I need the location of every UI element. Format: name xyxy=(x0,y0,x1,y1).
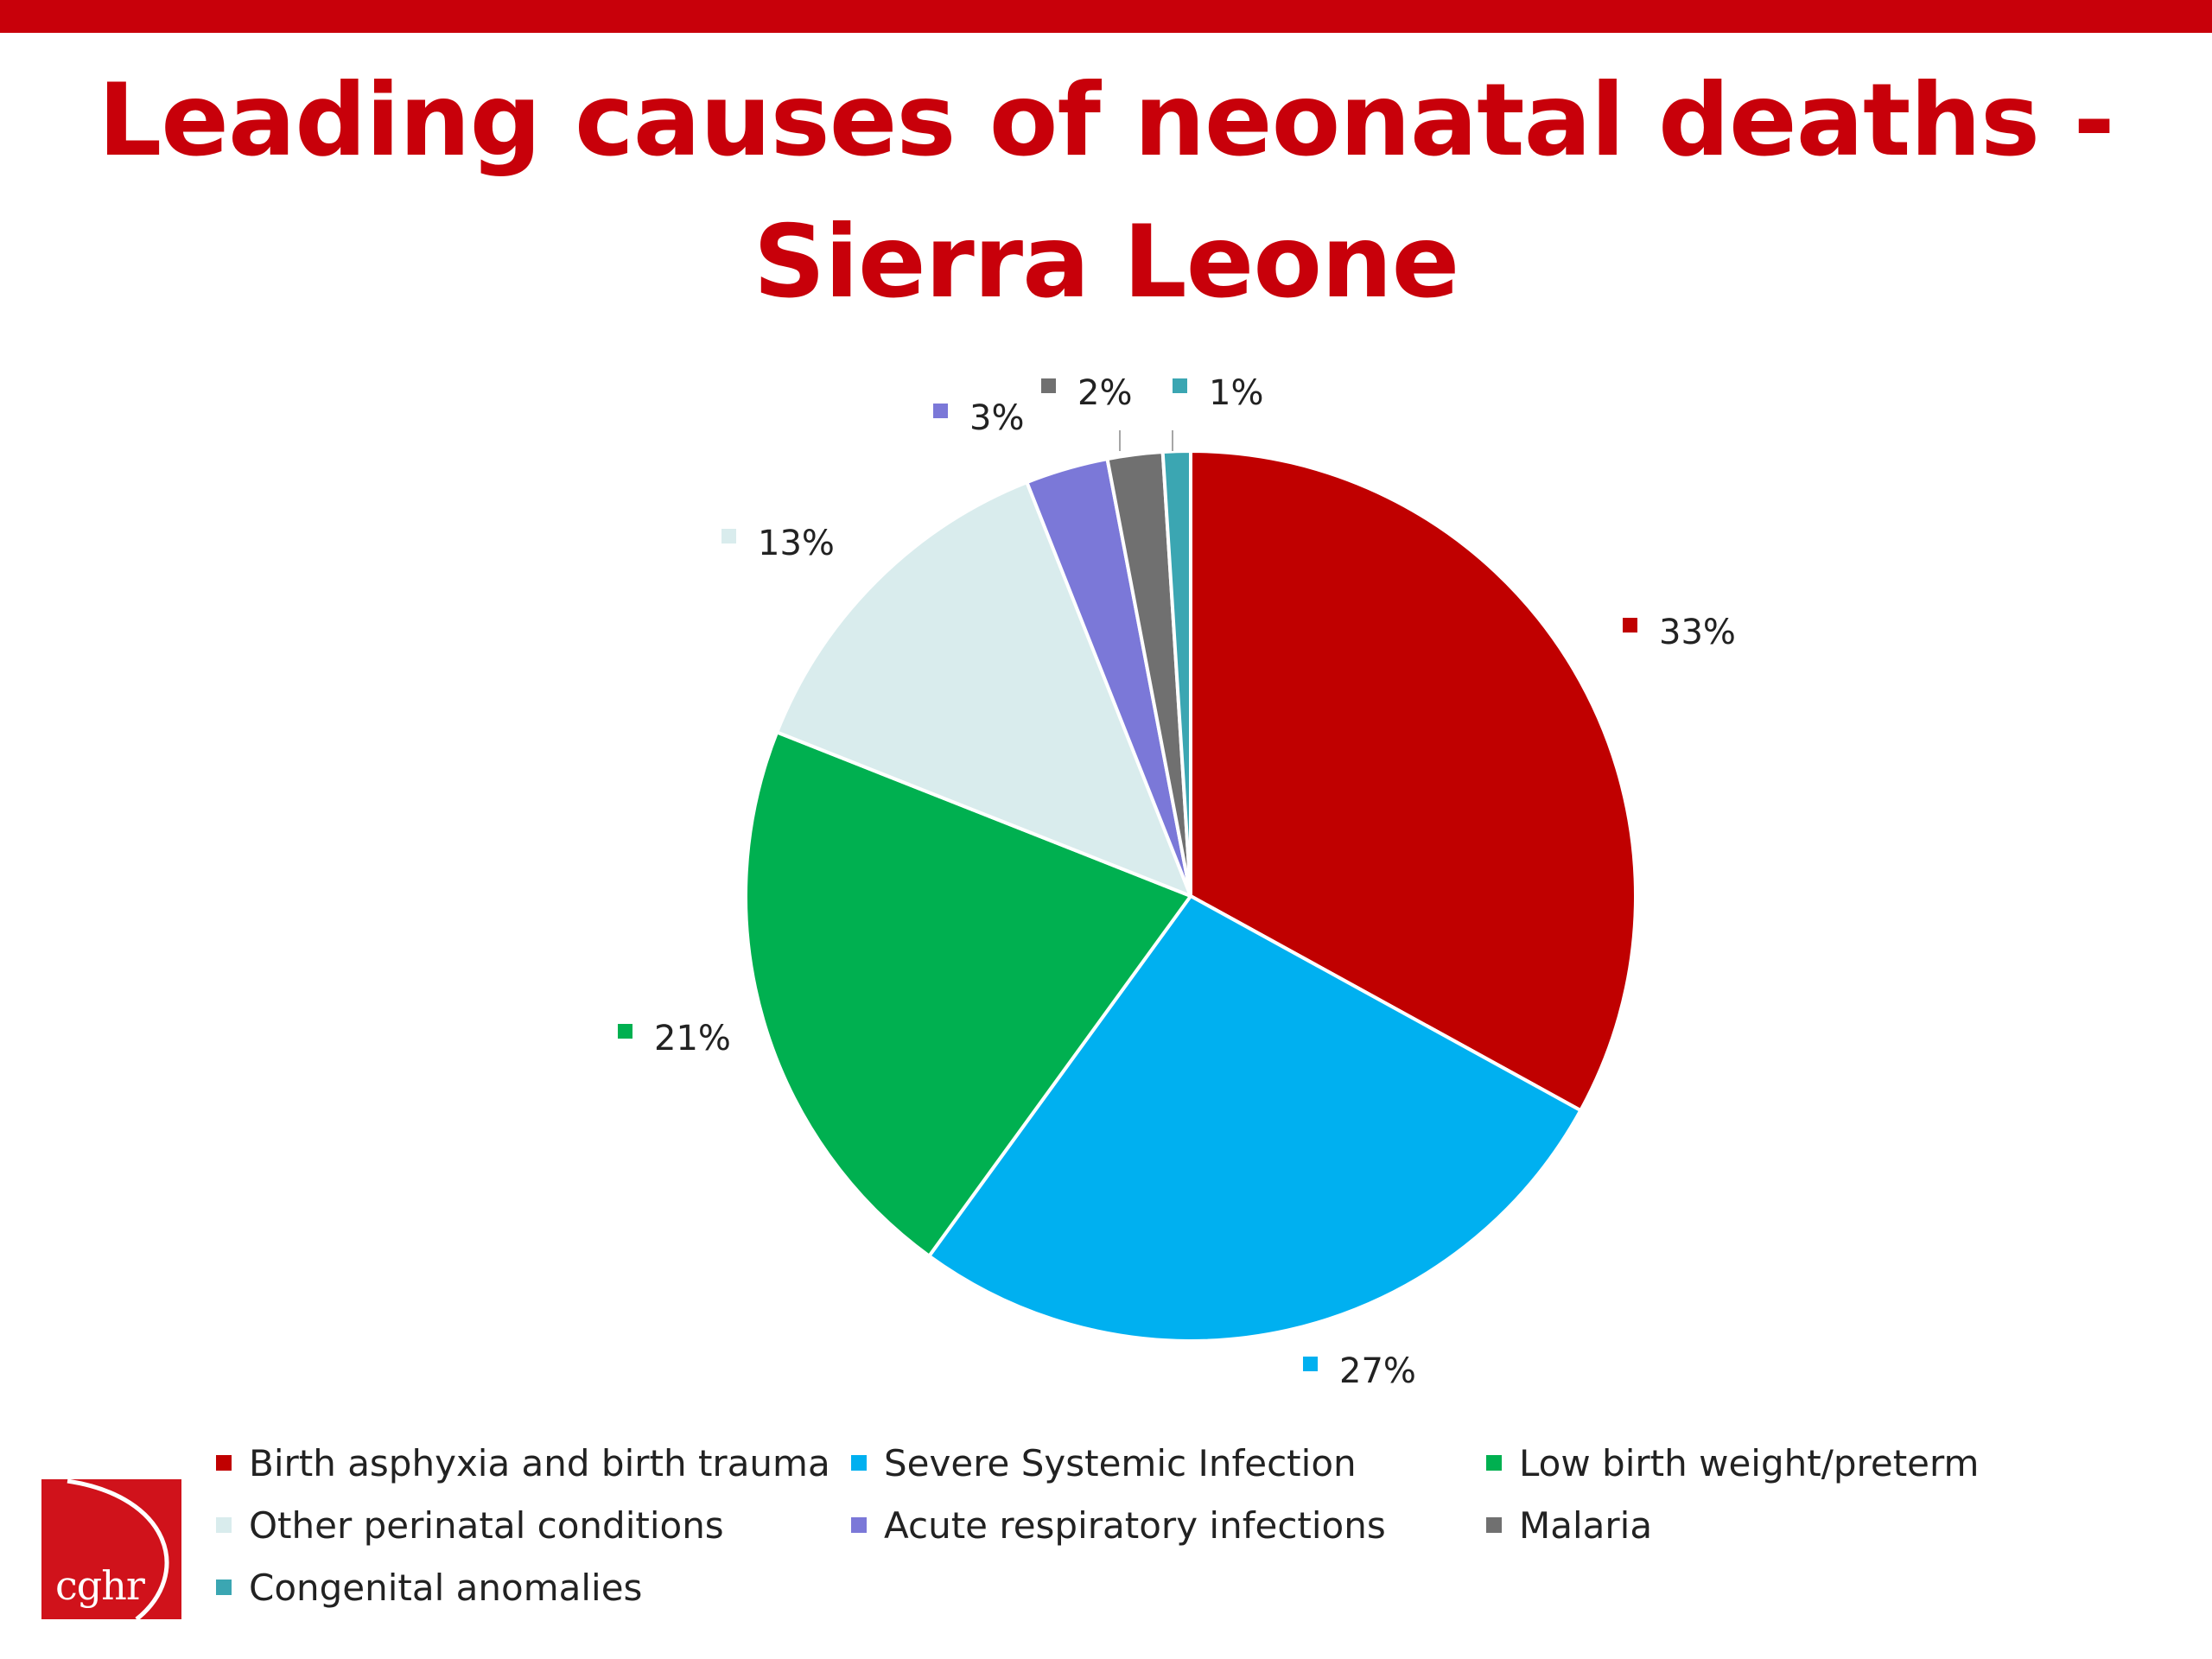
pie-slice-3 xyxy=(744,730,1192,1258)
legend-label: Malaria xyxy=(1519,1503,1653,1547)
legend-swatch xyxy=(1486,1455,1502,1471)
legend-label: Other perinatal conditions xyxy=(249,1503,724,1547)
legend-item: Acute respiratory infections xyxy=(851,1501,1486,1549)
legend-label: Acute respiratory infections xyxy=(884,1503,1386,1547)
title-line-2: Sierra Leone xyxy=(753,204,1460,321)
legend-swatch xyxy=(851,1455,867,1471)
title-line-1: Leading causes of neonatal deaths - xyxy=(98,62,2114,179)
data-label-6: 2% xyxy=(1077,373,1132,413)
data-label-2: 27% xyxy=(1339,1351,1416,1391)
data-label-swatch-1 xyxy=(1623,618,1637,632)
chart-legend: Birth asphyxia and birth trauma Severe Sy… xyxy=(216,1439,2117,1611)
legend-swatch xyxy=(1486,1517,1502,1533)
legend-label: Birth asphyxia and birth trauma xyxy=(249,1441,830,1484)
data-label-1: 33% xyxy=(1659,613,1736,652)
legend-label: Severe Systemic Infection xyxy=(884,1441,1357,1484)
cghr-logo: cghr xyxy=(41,1479,181,1619)
data-label-swatch-2 xyxy=(1303,1357,1318,1371)
pie-slice-2 xyxy=(927,894,1583,1343)
pie-data-labels: 33% 27% 21% 13% 3% 2% 1% xyxy=(618,373,1736,1391)
data-label-swatch-5 xyxy=(933,404,948,418)
data-label-swatch-7 xyxy=(1173,378,1187,393)
top-accent-bar xyxy=(0,0,2212,33)
legend-swatch xyxy=(216,1517,232,1533)
data-label-7: 1% xyxy=(1209,373,1263,413)
data-label-swatch-3 xyxy=(618,1024,632,1039)
legend-item: Severe Systemic Infection xyxy=(851,1439,1486,1487)
legend-label: Low birth weight/preterm xyxy=(1519,1441,1980,1484)
pie-slice-1 xyxy=(1189,449,1637,1113)
pie-slice-7 xyxy=(1160,449,1192,898)
legend-item: Malaria xyxy=(1486,1501,2117,1549)
legend-swatch xyxy=(216,1455,232,1471)
legend-item: Low birth weight/preterm xyxy=(1486,1439,2117,1487)
data-label-5: 3% xyxy=(969,398,1024,438)
logo-text: cghr xyxy=(55,1562,145,1609)
legend-item: Birth asphyxia and birth trauma xyxy=(216,1439,851,1487)
pie-slice-4 xyxy=(775,480,1192,898)
data-label-3: 21% xyxy=(654,1019,731,1058)
legend-swatch xyxy=(216,1580,232,1595)
chart-title: Leading causes of neonatal deaths - Sier… xyxy=(69,50,2143,334)
legend-swatch xyxy=(851,1517,867,1533)
data-label-4: 13% xyxy=(758,524,835,563)
data-label-swatch-4 xyxy=(721,529,736,543)
legend-item: Congenital anomalies xyxy=(216,1563,851,1611)
logo-arc-icon xyxy=(67,1479,169,1619)
legend-item: Other perinatal conditions xyxy=(216,1501,851,1549)
data-label-swatch-6 xyxy=(1041,378,1056,393)
legend-label: Congenital anomalies xyxy=(249,1566,643,1609)
pie-slices xyxy=(744,449,1637,1343)
